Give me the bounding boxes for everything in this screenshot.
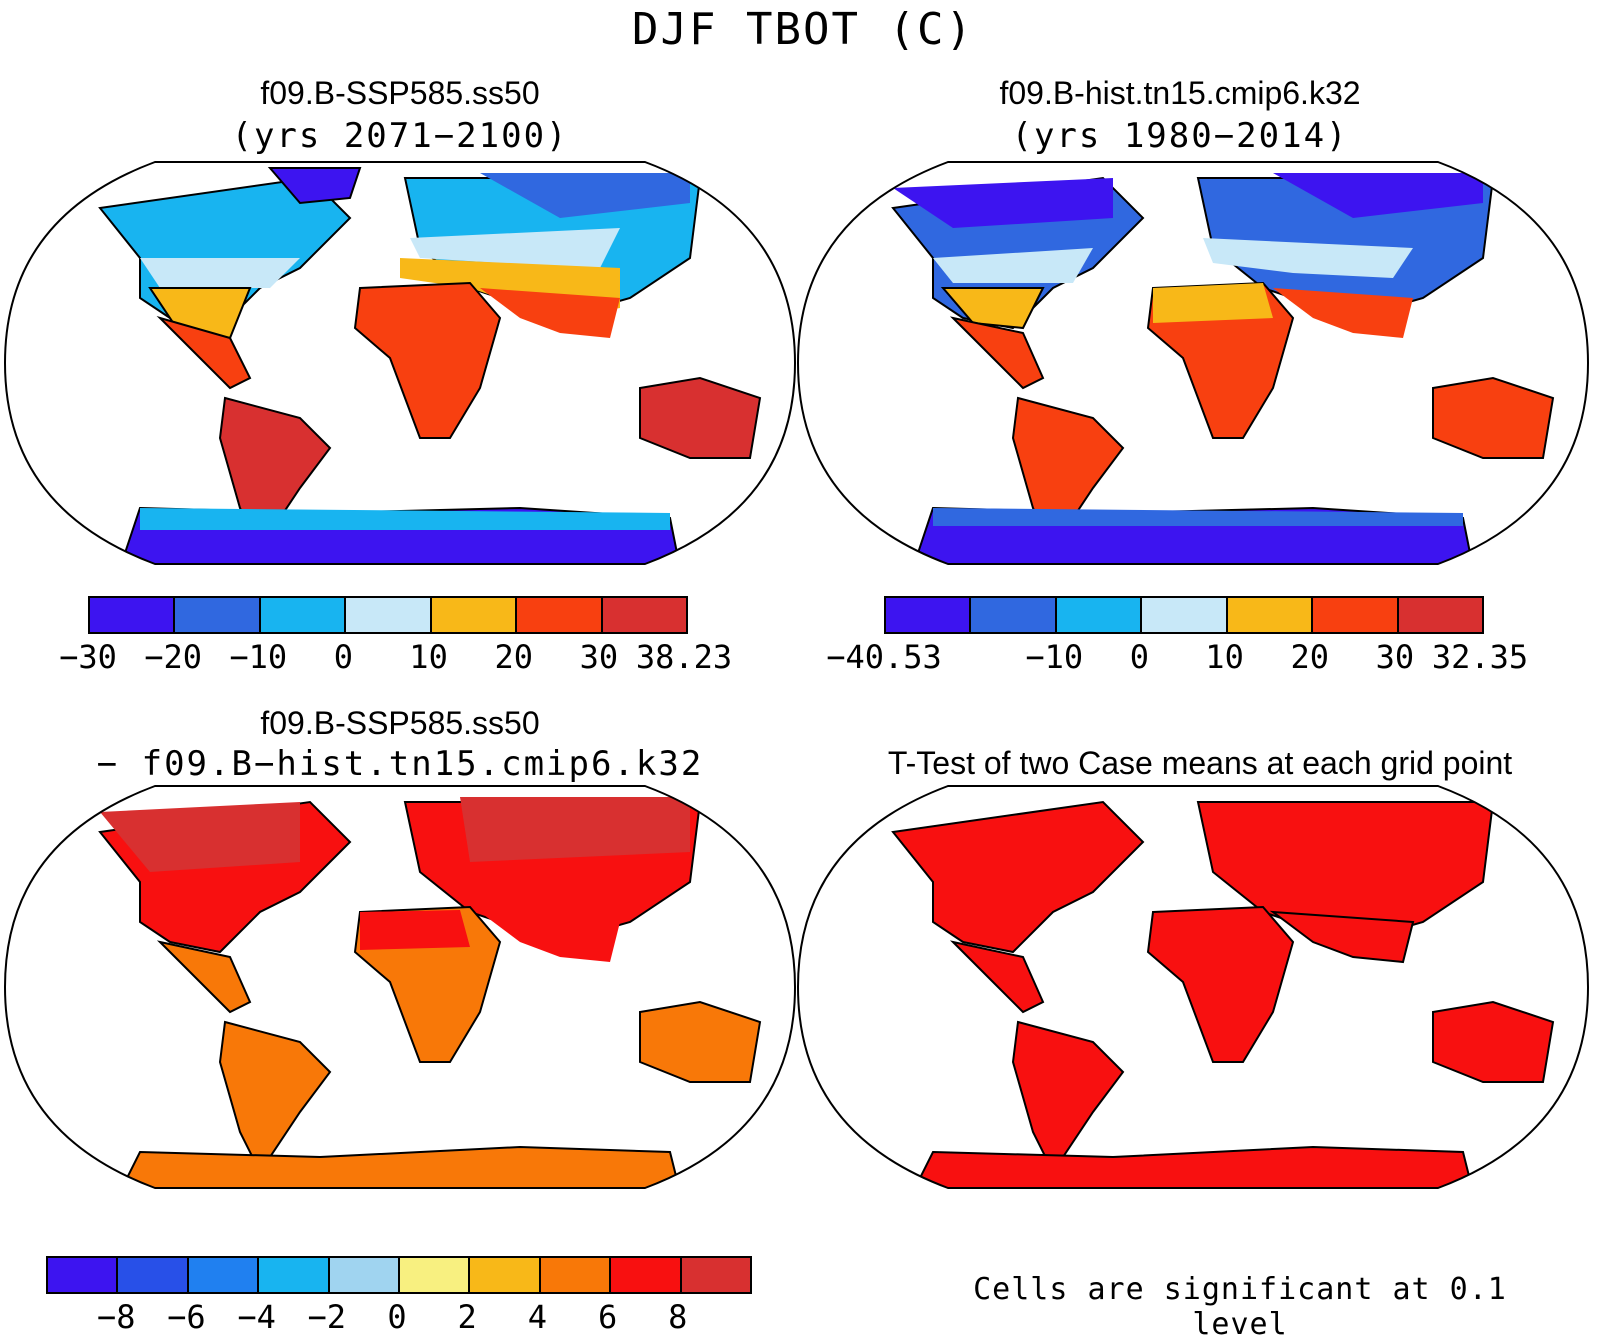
- colorbar-tick-label: 30: [579, 638, 619, 676]
- colorbar-cell: [886, 598, 972, 632]
- colorbar-tick-label: 0: [387, 1298, 407, 1336]
- colorbar-cell: [1227, 598, 1314, 632]
- panel-bl-subtitle: − f09.B−hist.tn15.cmip6.k32: [96, 744, 704, 784]
- colorbar-tick-label: 38.23: [635, 638, 733, 676]
- panel-tl-title: f09.B-SSP585.ss50: [260, 75, 540, 111]
- colorbar-tick-label: −8: [96, 1298, 136, 1336]
- colorbar-tick-label: −6: [167, 1298, 206, 1336]
- significance-note: Cells are significant at 0.1 level: [973, 1272, 1507, 1342]
- colorbar-tick-label: −4: [237, 1298, 276, 1336]
- map-tl: [3, 161, 797, 565]
- colorbar-cell: [1398, 598, 1482, 632]
- colorbar-tick-label: −20: [144, 638, 203, 676]
- colorbar-cell: [517, 598, 603, 632]
- colorbar-cell: [611, 1258, 682, 1292]
- colorbar-tick-label: 32.35: [1431, 638, 1529, 676]
- colorbar-cell: [259, 1258, 330, 1292]
- colorbar-cell: [971, 598, 1057, 632]
- colorbar-cell: [1313, 598, 1399, 632]
- colorbar-cell: [48, 1258, 119, 1292]
- colorbar-tick-label: 6: [597, 1298, 618, 1336]
- colorbar-tick-label: −10: [229, 638, 288, 676]
- colorbar-cell: [175, 598, 261, 632]
- colorbar-tick-label: 2: [457, 1298, 477, 1336]
- colorbar-tl-labels: −30 −20 −10 0 10 20 30 38.23: [59, 638, 732, 676]
- colorbar-tl: [88, 596, 688, 634]
- colorbar-tick-label: 10: [409, 638, 448, 676]
- colorbar-cell: [118, 1258, 189, 1292]
- colorbar-tick-label: −2: [307, 1298, 347, 1336]
- panel-bl-title: f09.B-SSP585.ss50: [260, 705, 540, 741]
- colorbar-tick-label: 8: [668, 1298, 688, 1336]
- colorbar-tick-label: −40.53: [826, 638, 942, 676]
- colorbar-cell: [188, 1258, 260, 1292]
- colorbar-cell: [329, 1258, 401, 1292]
- colorbar-cell: [470, 1258, 541, 1292]
- colorbar-tick-label: 20: [1290, 638, 1329, 676]
- map-bl: [3, 785, 797, 1189]
- colorbar-tick-label: 0: [333, 638, 354, 676]
- colorbar-tick-label: 30: [1375, 638, 1415, 676]
- colorbar-cell: [260, 598, 347, 632]
- map-tr: [796, 161, 1590, 565]
- colorbar-tick-label: 4: [527, 1298, 548, 1336]
- colorbar-tr-labels: −40.53 −10 0 10 20 30 32.35: [826, 638, 1528, 676]
- colorbar-tick-label: −10: [1025, 638, 1084, 676]
- colorbar-tick-label: −30: [59, 638, 117, 676]
- panel-tr-subtitle: (yrs 1980−2014): [1011, 116, 1349, 156]
- colorbar-cell: [400, 1258, 471, 1292]
- colorbar-cell: [602, 598, 686, 632]
- colorbar-tr: [884, 596, 1484, 634]
- panel-br-title: T-Test of two Case means at each grid po…: [887, 745, 1513, 781]
- colorbar-tick-label: 10: [1205, 638, 1244, 676]
- colorbar-cell: [540, 1258, 612, 1292]
- colorbar-cell: [431, 598, 518, 632]
- colorbar-tick-label: 0: [1129, 638, 1150, 676]
- colorbar-bl: [46, 1256, 752, 1294]
- colorbar-cell: [681, 1258, 751, 1292]
- colorbar-cell: [90, 598, 176, 632]
- colorbar-cell: [1056, 598, 1143, 632]
- figure-title: DJF TBOT (C): [632, 4, 974, 55]
- colorbar-cell: [1142, 598, 1228, 632]
- panel-tr-title: f09.B-hist.tn15.cmip6.k32: [999, 75, 1361, 111]
- colorbar-bl-labels: −8 −6 −4 −2 0 2 4 6 8: [46, 1298, 752, 1336]
- map-br: [796, 785, 1590, 1189]
- colorbar-tick-label: 20: [494, 638, 533, 676]
- panel-tl-subtitle: (yrs 2071−2100): [231, 116, 569, 156]
- colorbar-cell: [346, 598, 432, 632]
